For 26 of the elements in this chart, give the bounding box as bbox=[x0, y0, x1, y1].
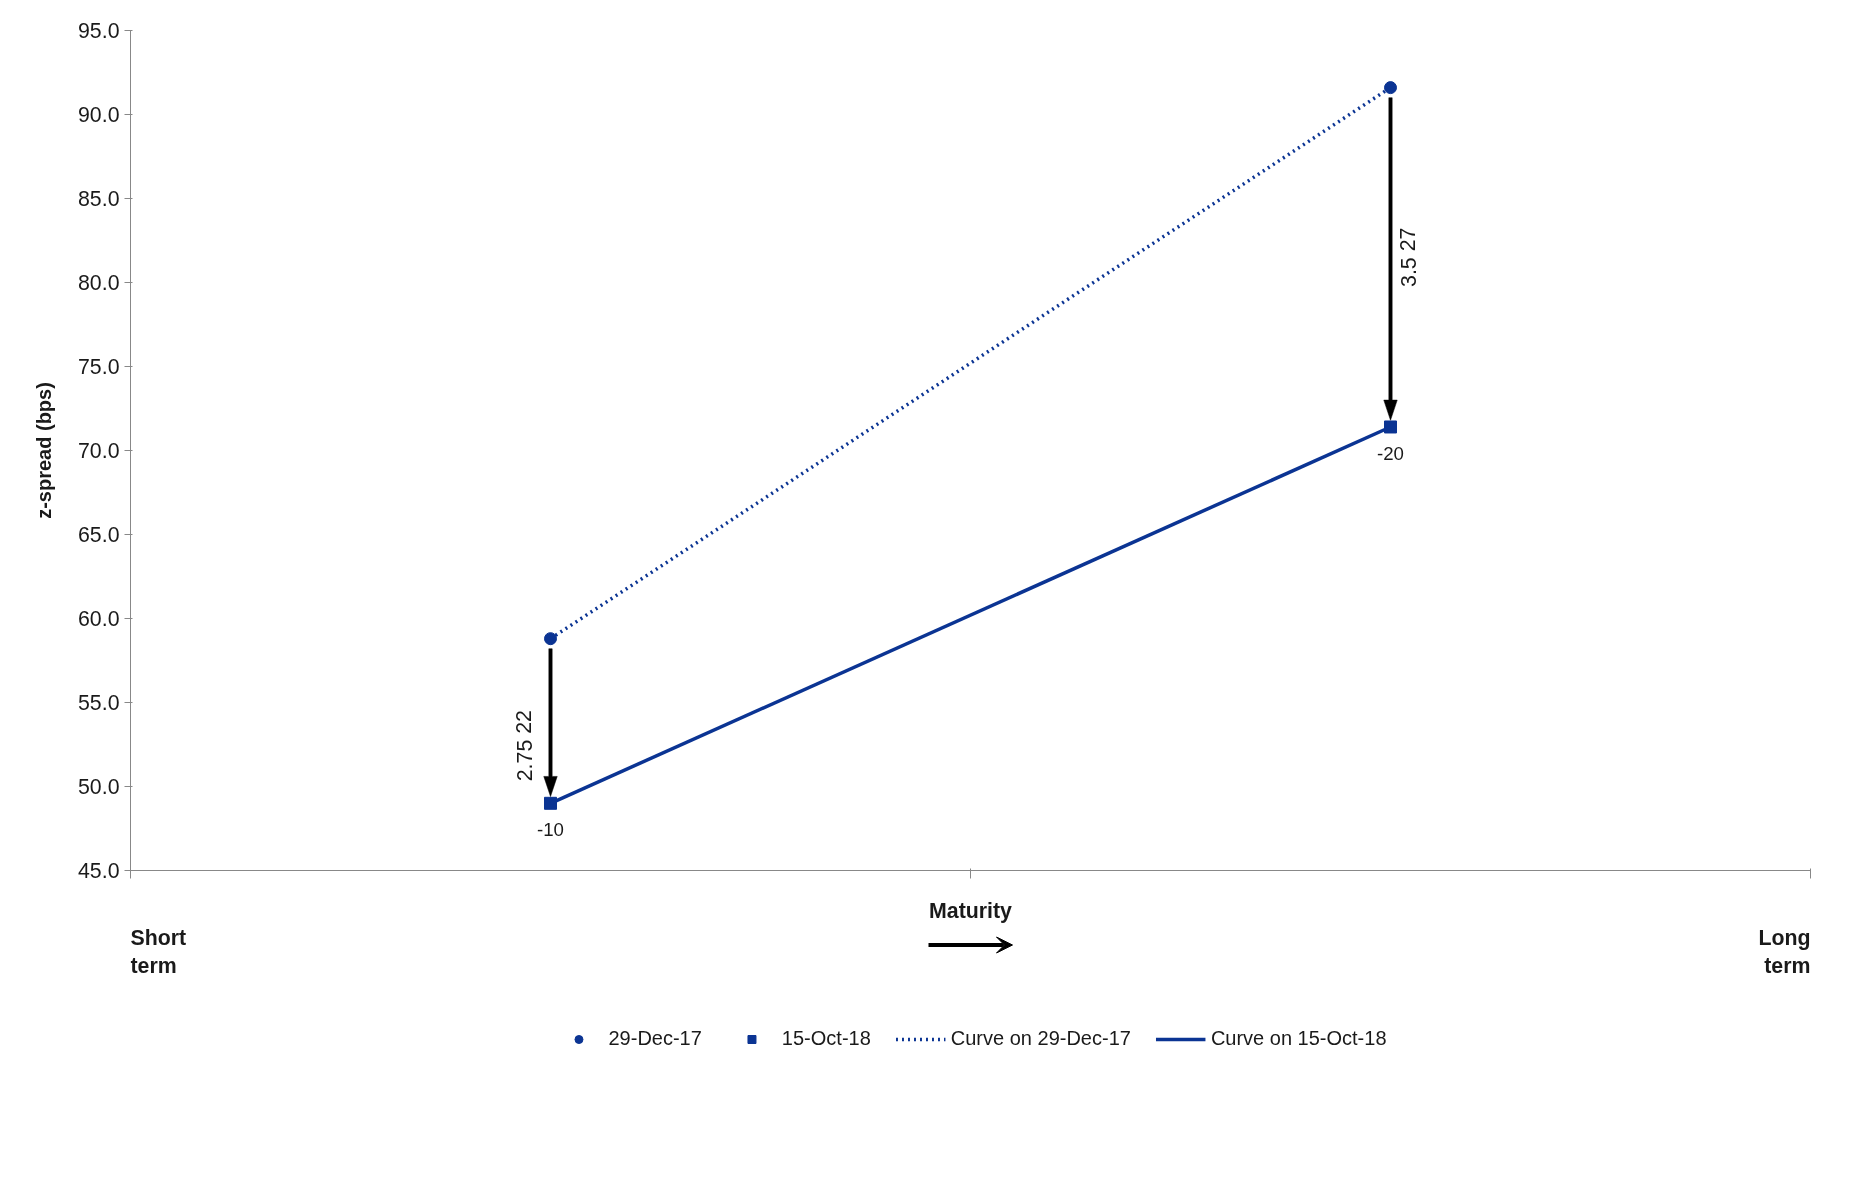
text: Short term bbox=[130, 925, 187, 979]
annotation: 3.5 27 bbox=[1396, 227, 1421, 287]
legend-label: 15-Oct-18 bbox=[781, 1027, 871, 1050]
point bbox=[544, 632, 557, 646]
annotation: 2.75 22 bbox=[512, 710, 537, 782]
legend-label: Curve on 29-Dec-17 bbox=[950, 1027, 1131, 1050]
x-axis-title: Maturity bbox=[929, 898, 1013, 923]
point bbox=[1384, 81, 1397, 95]
legend-label: 29-Dec-17 bbox=[608, 1027, 702, 1050]
annotation: -10 bbox=[537, 819, 564, 841]
y-tick-label: 70.0 bbox=[77, 439, 120, 463]
annotation: -20 bbox=[1377, 442, 1404, 464]
y-tick-label: 50.0 bbox=[77, 775, 120, 799]
point bbox=[1384, 420, 1397, 434]
y-tick-label: 80.0 bbox=[77, 271, 120, 295]
y-tick-label: 55.0 bbox=[77, 691, 120, 715]
y-tick-label: 75.0 bbox=[77, 355, 120, 379]
y-tick-label: 45.0 bbox=[77, 859, 120, 883]
y-tick-label: 85.0 bbox=[77, 187, 120, 211]
y-tick-label: 65.0 bbox=[77, 523, 120, 547]
legend-label: Curve on 15-Oct-18 bbox=[1210, 1027, 1387, 1050]
y-tick-label: 95.0 bbox=[77, 19, 120, 43]
y-tick-label: 60.0 bbox=[77, 607, 120, 631]
y-tick-label: 90.0 bbox=[77, 103, 120, 127]
y-axis-title: z-spread (bps) bbox=[32, 382, 55, 519]
text: Long term bbox=[1758, 925, 1811, 979]
